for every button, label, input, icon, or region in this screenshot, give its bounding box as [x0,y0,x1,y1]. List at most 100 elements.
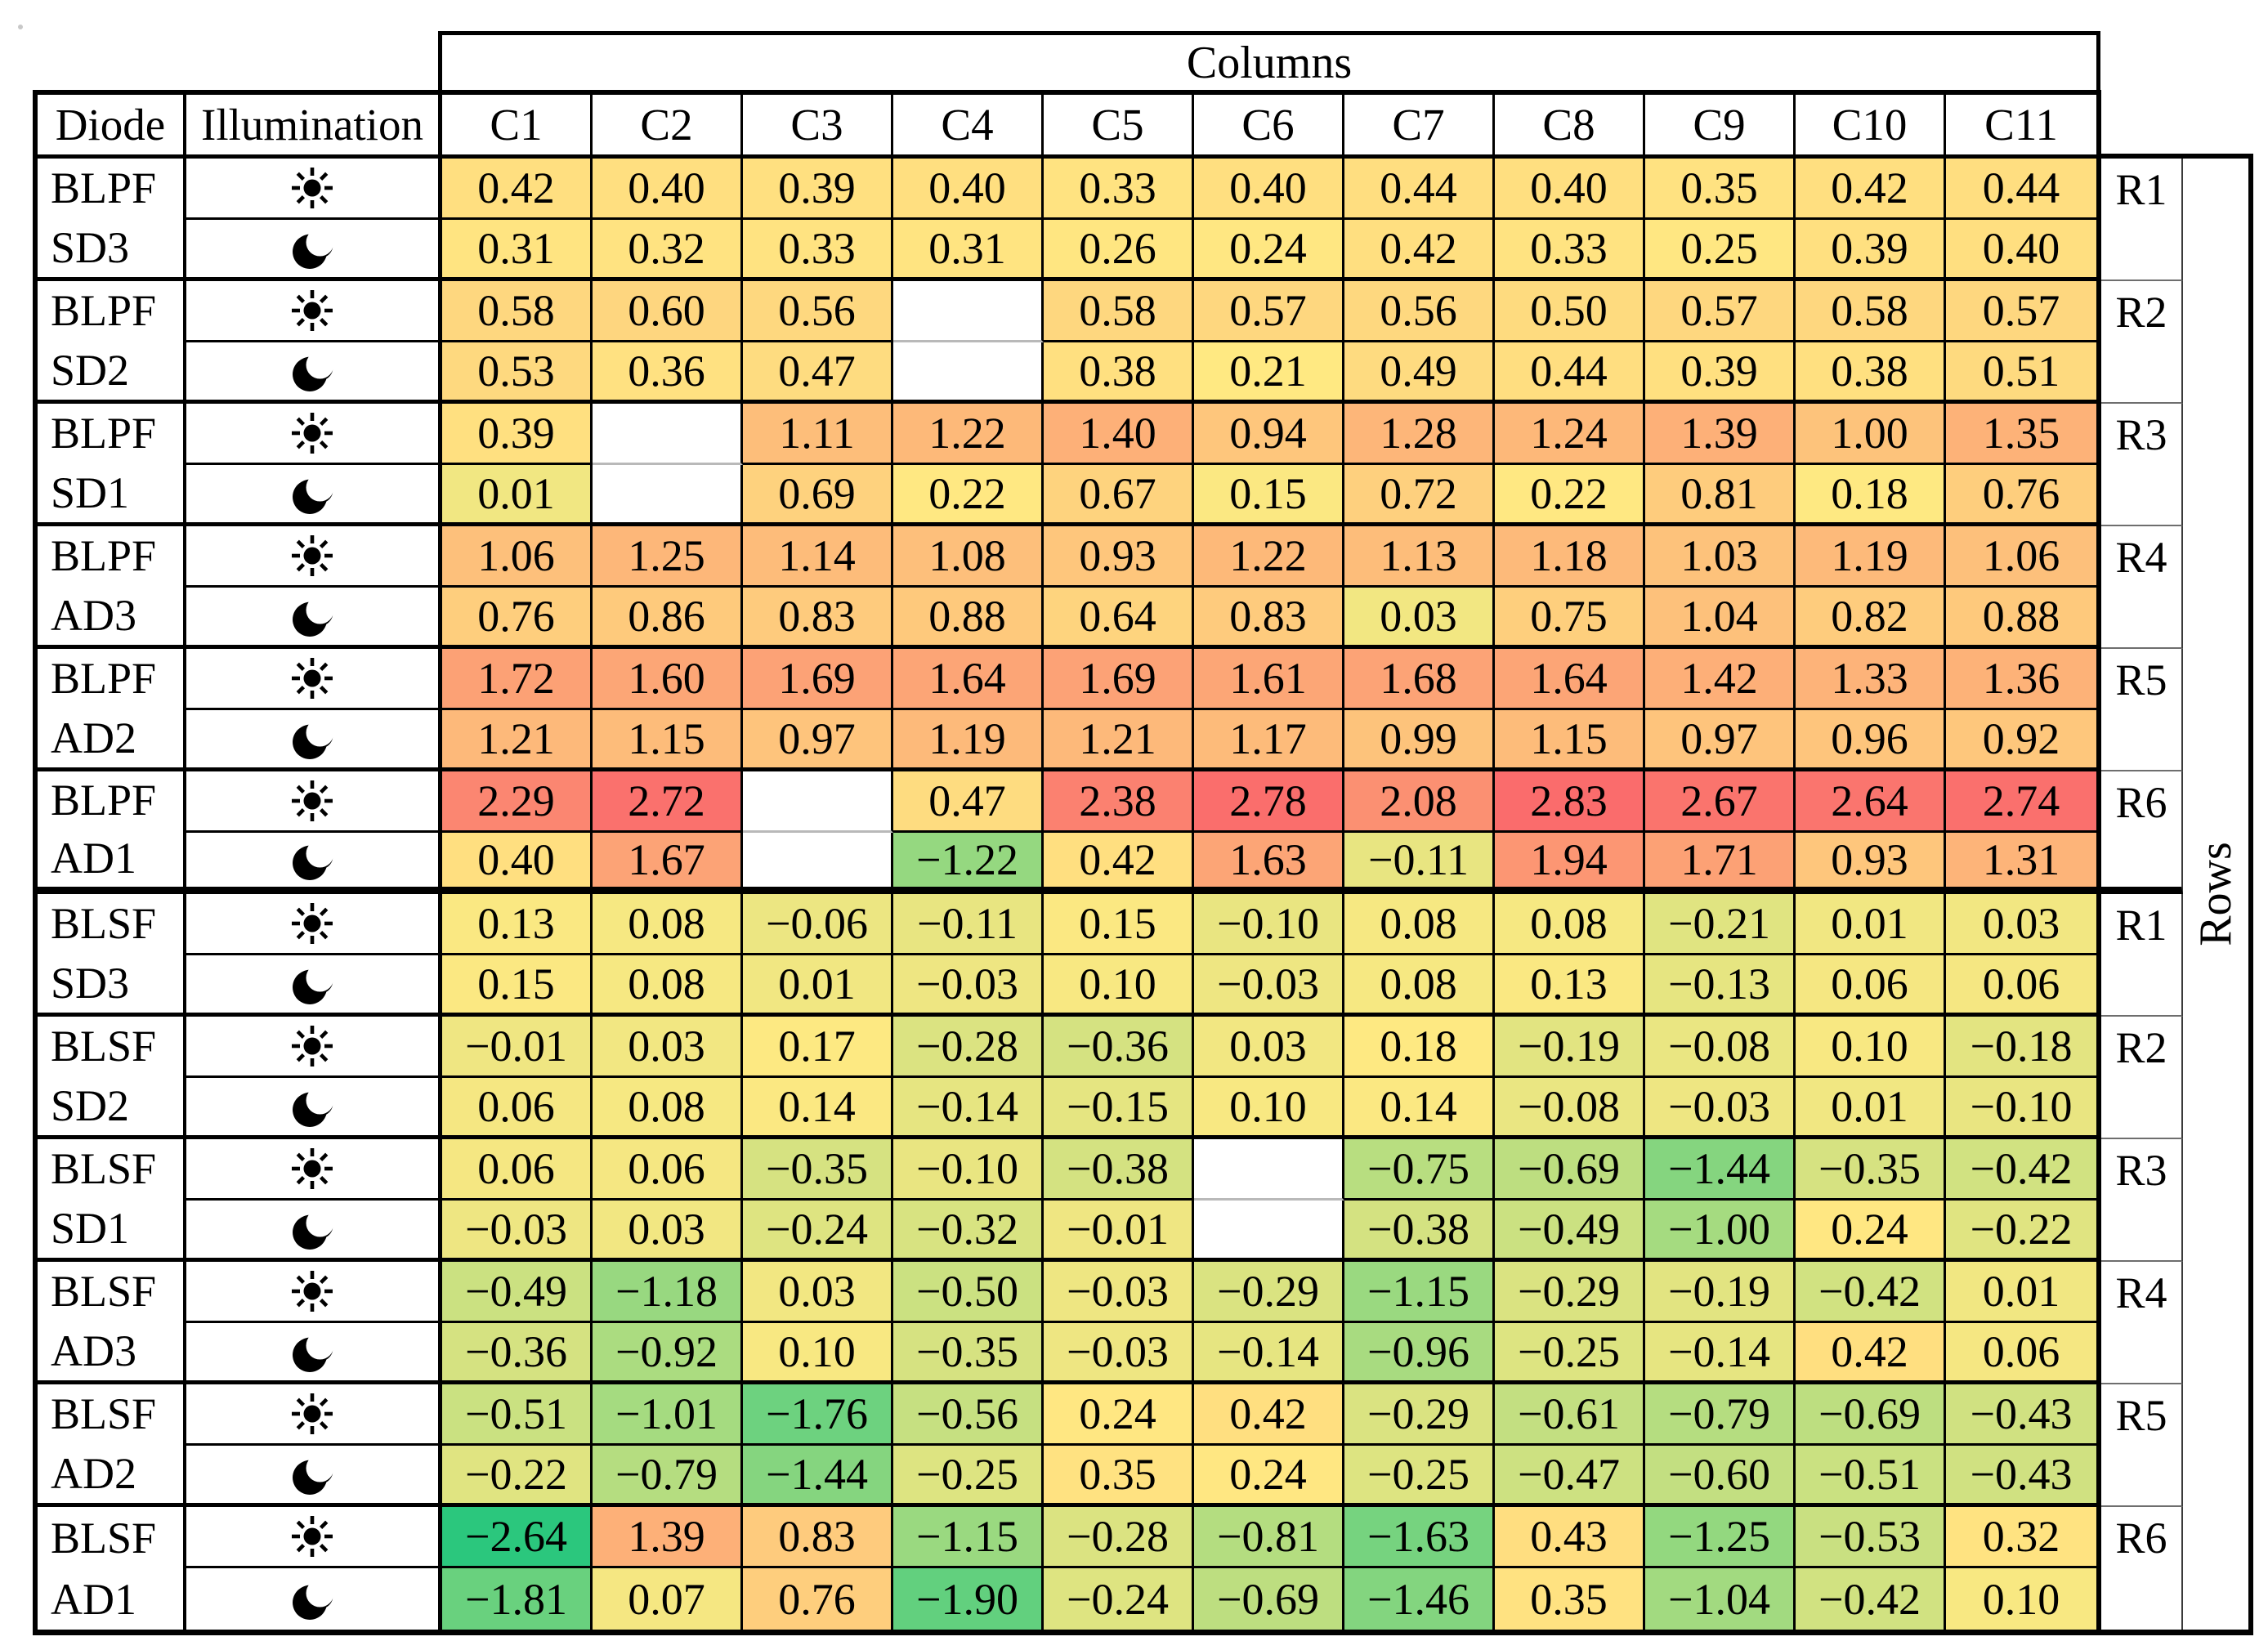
row-group-label-text: R4 [2115,532,2167,582]
diode-variant: AD3 [51,1326,136,1375]
heatmap-cell: 0.40 [1495,159,1645,220]
heatmap-cell: −0.25 [1495,1323,1645,1384]
heatmap-cell: −0.49 [1495,1201,1645,1262]
heatmap-cell: 0.25 [1645,220,1796,281]
diode-variant: AD3 [51,590,136,640]
heatmap-cell: −1.46 [1344,1568,1495,1630]
heatmap-cell: 0.92 [1946,710,2096,771]
heatmap-cell: 0.08 [593,955,743,1017]
sun-icon [292,1271,333,1312]
heatmap-cell: −0.03 [893,955,1044,1017]
heatmap-cell: 2.83 [1495,771,1645,833]
heatmap-cell: 0.01 [743,955,893,1017]
heatmap-cell: 1.04 [1645,588,1796,649]
row-group-label: R4 [2101,1262,2183,1384]
heatmap-cell: −0.10 [893,1139,1044,1201]
heatmap-cell: 0.75 [1495,588,1645,649]
heatmap-cell: −0.01 [442,1017,593,1078]
heatmap-cell: 0.76 [442,588,593,649]
sun-icon [292,535,333,576]
heatmap-cell: −0.69 [1495,1139,1645,1201]
sun-icon [292,1148,333,1189]
row-group-label-text: R3 [2115,1145,2167,1195]
row-group-label-text: R4 [2115,1268,2167,1317]
heatmap-cell: −0.14 [893,1078,1044,1139]
row-group-label: R5 [2101,1384,2183,1507]
moon-icon [293,1086,333,1127]
heatmap-cell: 1.21 [442,710,593,771]
heatmap-cell: 1.03 [1645,526,1796,588]
heatmap-cell: 1.13 [1344,526,1495,588]
heatmap-cell: −0.79 [593,1446,743,1507]
heatmap-cell: 0.03 [593,1201,743,1262]
illumination-cell-moon [186,710,442,771]
heatmap-cell: 0.82 [1796,588,1946,649]
heatmap-cell: 0.24 [1044,1384,1194,1446]
heatmap-cell: −0.38 [1044,1139,1194,1201]
heatmap-cell: 0.42 [1796,1323,1946,1384]
row-group-label-text: R5 [2115,655,2167,704]
heatmap-cell: 0.35 [1044,1446,1194,1507]
heatmap-cell: 0.24 [1194,1446,1344,1507]
diode-family: BLPF [51,531,157,581]
heatmap-cell: 0.39 [442,404,593,465]
heatmap-cell: 1.24 [1495,404,1645,465]
heatmap-cell: 1.67 [593,833,743,894]
heatmap-cell: 1.69 [1044,649,1194,710]
heatmap-cell: 0.10 [743,1323,893,1384]
heatmap-cell: 0.10 [1796,1017,1946,1078]
heatmap-cell: −0.21 [1645,894,1796,955]
illumination-cell-sun [186,281,442,342]
heatmap-cell: 2.08 [1344,771,1495,833]
heatmap-cell: 0.22 [893,465,1044,526]
row-labels-panel: Rows R1 R2 R3 R4 R5 R6 R1 R2 R3 R4 R5 R6 [2101,154,2253,1635]
moon-icon [293,1331,333,1372]
row-group-label-text: R1 [2115,900,2167,950]
diode-variant: SD1 [51,467,130,517]
column-header-c10: C10 [1796,95,1946,159]
heatmap-cell: 0.38 [1796,342,1946,404]
heatmap-cell: 0.44 [1946,159,2096,220]
heatmap-cell: −0.03 [1194,955,1344,1017]
heatmap-cell: 1.17 [1194,710,1344,771]
heatmap-cell: −1.81 [442,1568,593,1630]
heatmap-cell: 0.58 [442,281,593,342]
heatmap-cell: −0.06 [743,894,893,955]
diode-family: BLSF [51,1022,157,1071]
heatmap-cell: 0.17 [743,1017,893,1078]
heatmap-cell: 0.50 [1495,281,1645,342]
diode-variant: SD2 [51,1080,130,1130]
heatmap-cell [593,465,743,526]
moon-icon [293,1579,333,1620]
diode-label: BLSF AD1 [38,1507,186,1630]
heatmap-cell: 0.93 [1044,526,1194,588]
heatmap-cell: −1.90 [893,1568,1044,1630]
illumination-cell-moon [186,1201,442,1262]
diode-family: BLPF [51,409,157,458]
heatmap-cell: 0.08 [1344,894,1495,955]
row-group-label-text: R1 [2115,164,2167,214]
heatmap-cell: 0.39 [1645,342,1796,404]
heatmap-cell: −0.14 [1194,1323,1344,1384]
illumination-cell-moon [186,1323,442,1384]
diode-label: BLPF AD1 [38,771,186,894]
moon-icon [293,596,333,637]
heatmap-cell: −0.35 [893,1323,1044,1384]
heatmap-cell: −0.19 [1645,1262,1796,1323]
sun-icon [292,780,333,821]
heatmap-cell: 0.44 [1344,159,1495,220]
diode-label: BLPF AD2 [38,649,186,771]
heatmap-cell: 0.42 [1796,159,1946,220]
heatmap-cell: 0.56 [1344,281,1495,342]
heatmap-cell: 1.15 [593,710,743,771]
heatmap-cell: 2.29 [442,771,593,833]
row-group-label-text: R6 [2115,777,2167,827]
heatmap-cell: 1.71 [1645,833,1796,894]
heatmap-cell: 0.86 [593,588,743,649]
heatmap-cell: 1.40 [1044,404,1194,465]
diode-label: BLPF AD3 [38,526,186,649]
diode-variant: SD3 [51,222,130,272]
sun-icon [292,1516,333,1557]
heatmap-cell: −0.25 [1344,1446,1495,1507]
heatmap-cell: 0.40 [1946,220,2096,281]
